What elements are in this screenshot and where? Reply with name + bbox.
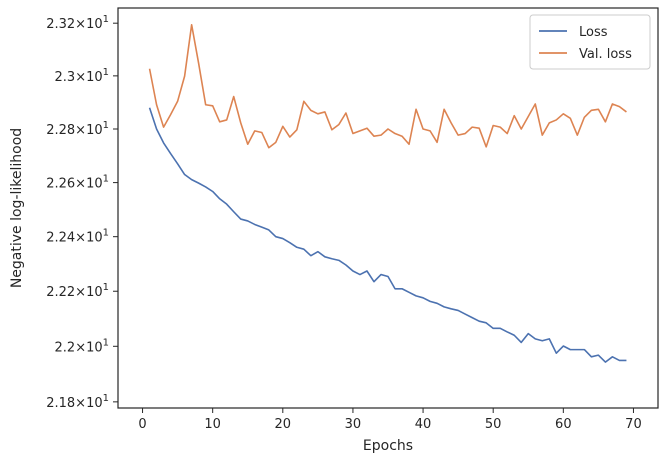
x-axis-label: Epochs (363, 438, 413, 454)
y-tick-label: 2.3×101 (55, 67, 109, 85)
legend-label: Loss (579, 25, 608, 40)
x-tick-label: 20 (275, 417, 292, 432)
x-tick-label: 70 (625, 417, 642, 432)
legend-label: Val. loss (579, 47, 632, 62)
x-axis-ticks: 0 10 20 30 40 50 60 70 (138, 408, 642, 432)
x-tick-label: 60 (555, 417, 572, 432)
y-tick-label: 2.26×101 (46, 174, 109, 192)
legend-box (529, 14, 651, 70)
y-tick-label: 2.28×101 (46, 120, 109, 138)
series-line-1 (148, 23, 627, 149)
plot-frame (117, 7, 659, 409)
x-tick-label: 40 (415, 417, 432, 432)
y-tick-label: 2.2×101 (55, 337, 109, 355)
x-tick-label: 10 (204, 417, 221, 432)
y-tick-label: 2.32×101 (46, 14, 109, 32)
y-tick-label: 2.18×101 (46, 393, 109, 411)
legend: Loss Val. loss (529, 14, 651, 70)
series-line-0 (148, 107, 627, 363)
x-tick-label: 50 (485, 417, 502, 432)
y-tick-label: 2.22×101 (46, 282, 109, 300)
y-axis-label: Negative log-likelihood (9, 128, 25, 288)
series-layer (148, 23, 627, 363)
x-tick-label: 30 (345, 417, 362, 432)
y-tick-label: 2.24×101 (46, 228, 109, 246)
y-axis-ticks: 2.18×101 2.2×101 2.22×101 2.24×101 2.26×101 2… (46, 14, 118, 411)
x-tick-label: 0 (138, 417, 146, 432)
